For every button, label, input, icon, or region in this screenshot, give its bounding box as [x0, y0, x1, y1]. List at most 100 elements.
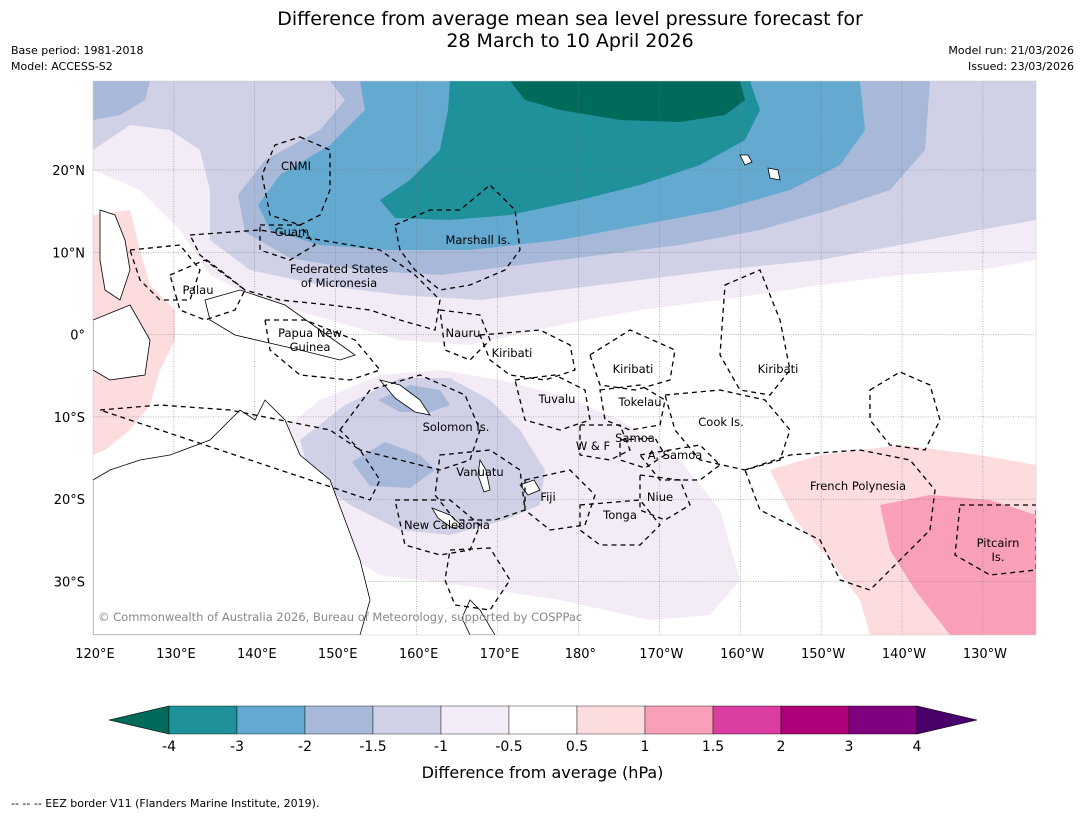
label-kiribati-east: Kiribati — [758, 362, 799, 376]
lat-tick-label: 0° — [70, 329, 85, 344]
eez-borders — [99, 136, 1036, 611]
lat-tick-label: 10°N — [52, 246, 85, 261]
map-fields: © Commonwealth of Australia 2026, Bureau… — [93, 81, 1036, 635]
lat-tick-label: 20°S — [54, 493, 85, 508]
lon-tick-label: 140°E — [237, 647, 277, 662]
colorbar-tick-label: -1.5 — [359, 739, 386, 755]
label-kiribati-west: Kiribati — [492, 346, 533, 360]
label-png-line2: Guinea — [290, 340, 331, 354]
label-solomon-is: Solomon Is. — [423, 420, 490, 434]
label-nauru: Nauru — [446, 326, 481, 340]
gridlines — [93, 81, 1036, 635]
colorbar-tick-label: 0.5 — [566, 739, 588, 755]
colorbar — [108, 705, 978, 735]
colorbar-tick-label: 1.5 — [702, 739, 724, 755]
base-period: Base period: 1981-2018 — [11, 44, 144, 57]
lat-tick-label: 10°S — [54, 411, 85, 426]
colorbar-segment — [576, 705, 646, 735]
colorbar-segment — [712, 705, 782, 735]
lon-tick-label: 130°E — [156, 647, 196, 662]
chart-title: Difference from average mean sea level p… — [0, 8, 1085, 52]
colorbar-min-extend — [108, 705, 170, 735]
title-line-1: Difference from average mean sea level p… — [277, 8, 863, 30]
latitude-labels: 20°N 10°N 0° 10°S 20°S 30°S — [52, 164, 85, 591]
map-frame — [92, 80, 1037, 636]
lon-tick-label: 170°E — [480, 647, 520, 662]
anomaly-field-nw-corner — [93, 81, 150, 120]
colorbar-tick-label: -4 — [162, 739, 176, 755]
colorbar-segment — [236, 705, 306, 735]
lat-tick-label: 30°S — [54, 576, 85, 591]
colorbar-tick-label: -1 — [434, 739, 448, 755]
label-cnmi: CNMI — [281, 159, 311, 173]
label-vanuatu: Vanuatu — [456, 465, 503, 479]
lon-tick-label: 130°W — [963, 647, 1007, 662]
label-fsm-line2: of Micronesia — [301, 276, 377, 290]
longitude-labels: 120°E 130°E 140°E 150°E 160°E 170°E 180° 170°W 1… — [75, 647, 1007, 662]
coastlines — [93, 154, 781, 635]
label-new-caledonia: New Caledonia — [404, 518, 490, 532]
issued-date: Issued: 23/03/2026 — [967, 60, 1074, 73]
colorbar-tick-label: -2 — [298, 739, 312, 755]
lon-tick-label: 150°W — [801, 647, 845, 662]
landmass-hawaii — [739, 154, 781, 181]
colorbar-segment — [780, 705, 850, 735]
colorbar-tick-label: -3 — [230, 739, 244, 755]
colorbar-tick-label: 1 — [641, 739, 650, 755]
copyright-text: © Commonwealth of Australia 2026, Bureau… — [98, 610, 582, 624]
landmass-borneo — [93, 304, 151, 381]
label-wallis-futuna: W & F — [576, 439, 610, 453]
label-french-polynesia: French Polynesia — [810, 479, 906, 493]
label-pitcairn-line1: Pitcairn — [977, 536, 1020, 550]
landmass-new-guinea — [204, 289, 356, 361]
label-guam: Guam — [275, 225, 309, 239]
lon-tick-label: 160°E — [399, 647, 439, 662]
label-tonga: Tonga — [602, 508, 637, 522]
label-cook-is: Cook Is. — [698, 415, 743, 429]
label-marshall-is: Marshall Is. — [445, 233, 510, 247]
label-samoa: Samoa — [615, 431, 655, 445]
landmass-vanuatu — [477, 458, 491, 493]
colorbar-tick-label: -0.5 — [495, 739, 522, 755]
colorbar-segment — [644, 705, 714, 735]
colorbar-segment — [440, 705, 510, 735]
label-niue: Niue — [647, 490, 673, 504]
landmass-australia — [93, 399, 371, 635]
colorbar-tick-label: 3 — [845, 739, 854, 755]
meta-right: Model run: 21/03/2026 Issued: 23/03/2026 — [948, 43, 1074, 75]
anomaly-map: © Commonwealth of Australia 2026, Bureau… — [52, 80, 1037, 755]
colorbar-segment — [848, 705, 918, 735]
lon-tick-label: 120°E — [75, 647, 115, 662]
eez-footnote: -- -- -- EEZ border V11 (Flanders Marine… — [11, 797, 320, 810]
label-fsm-line1: Federated States — [290, 262, 388, 276]
lon-tick-label: 170°W — [639, 647, 683, 662]
landmass-philippines — [99, 209, 131, 301]
lon-tick-label: 180° — [565, 647, 596, 662]
label-american-samoa: A. Samoa — [648, 448, 703, 462]
label-pitcairn-line2: Is. — [991, 550, 1004, 564]
landmass-new-zealand — [461, 599, 496, 635]
colorbar-segment — [168, 705, 238, 735]
title-line-2: 28 March to 10 April 2026 — [446, 30, 694, 52]
lat-tick-label: 20°N — [52, 164, 85, 179]
colorbar-tick-labels: -4 -3 -2 -1.5 -1 -0.5 0.5 1 1.5 2 3 4 — [162, 739, 922, 755]
model-name: Model: ACCESS-S2 — [11, 60, 113, 73]
colorbar-tick-label: 4 — [913, 739, 922, 755]
anomaly-field-south-neg1 — [300, 378, 545, 535]
model-run: Model run: 21/03/2026 — [948, 44, 1074, 57]
anomaly-field-lt-neg4 — [510, 81, 745, 122]
anomaly-field-se-pos1 — [880, 495, 1036, 635]
label-tokelau: Tokelau — [618, 395, 662, 409]
lon-tick-label: 140°W — [882, 647, 926, 662]
anomaly-field-south-neg1.5 — [352, 442, 435, 488]
colorbar-label: Difference from average (hPa) — [421, 763, 664, 782]
label-png-line1: Papua New — [278, 326, 342, 340]
colorbar-segment — [304, 705, 374, 735]
lon-tick-label: 150°E — [318, 647, 358, 662]
landmass-new-caledonia — [431, 507, 463, 529]
label-tuvalu: Tuvalu — [538, 392, 576, 406]
colorbar-segment — [372, 705, 442, 735]
colorbar-segment — [508, 705, 578, 735]
label-palau: Palau — [183, 283, 214, 297]
colorbar-tick-label: 2 — [777, 739, 786, 755]
